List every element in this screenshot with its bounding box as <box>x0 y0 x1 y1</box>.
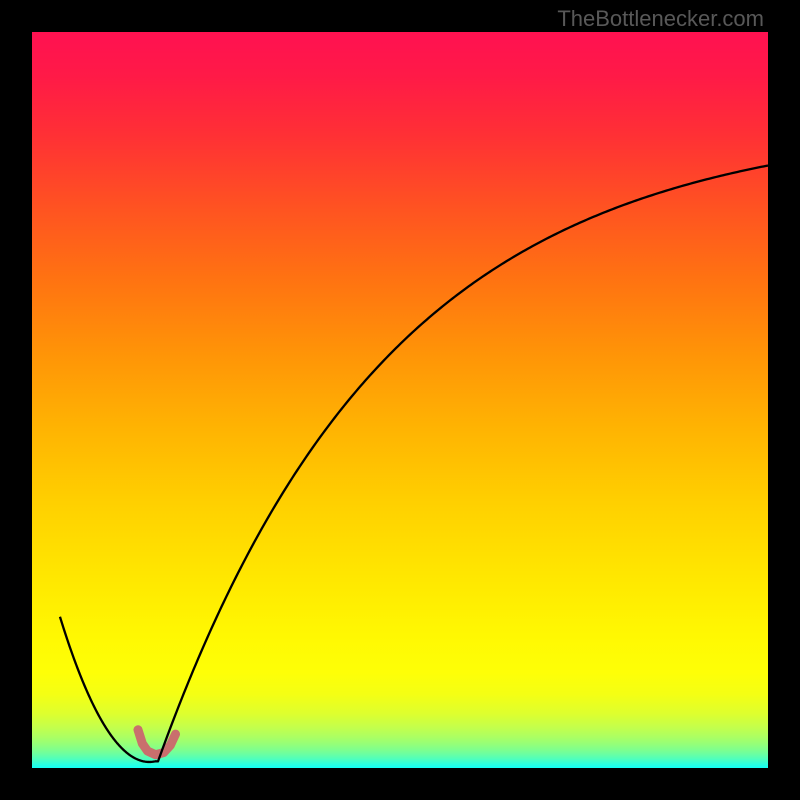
plot-area <box>32 32 768 768</box>
trough-marker <box>138 730 176 755</box>
bottleneck-curve <box>60 166 768 762</box>
plot-svg <box>32 32 768 768</box>
watermark-text: TheBottlenecker.com <box>557 6 764 32</box>
